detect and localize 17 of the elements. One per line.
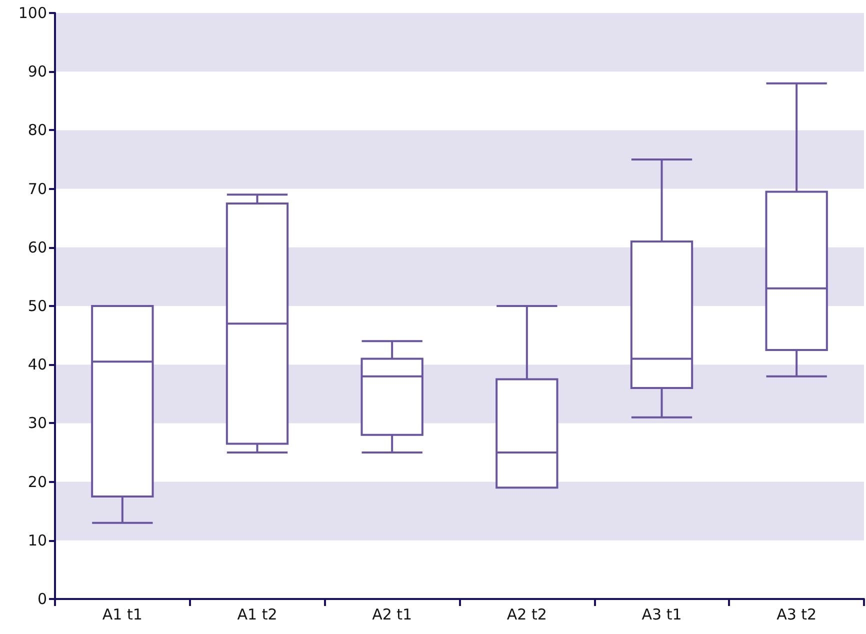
x-tick-label: A3 t2 <box>776 606 817 624</box>
x-tick-label: A1 t2 <box>237 606 278 624</box>
x-tick-label: A2 t2 <box>506 606 547 624</box>
y-tick-label: 50 <box>28 297 47 315</box>
y-tick-label: 100 <box>18 4 47 22</box>
x-tick-label: A3 t1 <box>642 606 682 624</box>
y-tick-label: 80 <box>28 121 47 140</box>
y-tick-label: 90 <box>28 62 47 81</box>
y-tick-label: 70 <box>28 180 47 198</box>
y-tick-label: 60 <box>28 238 47 256</box>
x-tick-label: A1 t1 <box>102 606 142 624</box>
y-tick-label: 10 <box>28 531 47 550</box>
y-tick-label: 0 <box>37 590 47 608</box>
y-tick-label: 30 <box>28 414 47 432</box>
x-tick-label: A2 t1 <box>372 606 412 624</box>
y-tick-label: 40 <box>28 356 47 374</box>
y-tick-label: 20 <box>28 472 47 491</box>
